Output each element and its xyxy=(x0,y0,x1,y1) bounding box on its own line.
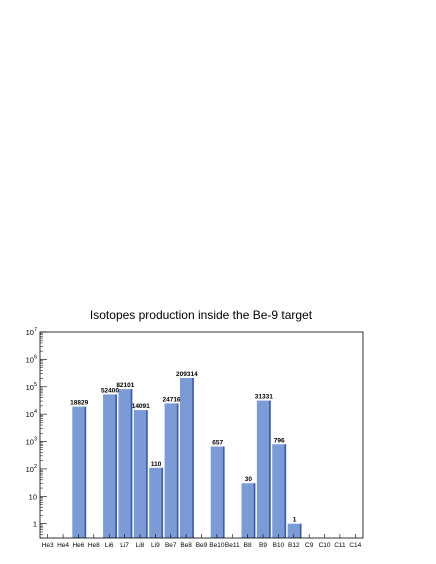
bar-be7 xyxy=(164,403,179,538)
data-label-li6: 52400 xyxy=(101,387,119,394)
bar-edge-be8 xyxy=(192,377,194,538)
bar-li9 xyxy=(149,467,164,538)
bar-he6 xyxy=(72,406,87,538)
x-tick-label-c14: C14 xyxy=(349,542,361,549)
x-tick-label-b8: B8 xyxy=(244,542,252,549)
x-tick-label-he6: He6 xyxy=(72,542,84,549)
y-tick-label: 10 xyxy=(29,492,37,501)
data-label-li8: 14091 xyxy=(132,403,150,410)
bar-edge-li7 xyxy=(130,389,133,538)
x-tick-label-c10: C10 xyxy=(319,542,331,549)
y-tick-label: 1 xyxy=(33,520,37,529)
data-label-b8: 30 xyxy=(245,476,253,483)
x-tick-label-li9: Li9 xyxy=(151,542,160,549)
data-label-li9: 110 xyxy=(151,461,162,468)
bar-li8 xyxy=(133,410,148,538)
bar-edge-li6 xyxy=(115,394,117,538)
x-tick-label-c11: C11 xyxy=(334,542,346,549)
data-label-be7: 24716 xyxy=(162,396,180,403)
bar-edge-be10 xyxy=(222,446,225,538)
x-tick-label-he3: He3 xyxy=(42,542,54,549)
bar-edge-b9 xyxy=(269,400,271,538)
bars-group xyxy=(72,377,302,538)
bar-edge-b8 xyxy=(253,483,256,538)
y-tick-label: 106 xyxy=(26,354,37,364)
data-label-he6: 18829 xyxy=(70,400,88,407)
bar-b8 xyxy=(241,483,256,538)
bar-be10 xyxy=(210,446,225,538)
y-tick-label: 102 xyxy=(26,464,37,474)
x-tick-label-he4: He4 xyxy=(57,542,69,549)
bar-edge-be7 xyxy=(176,403,179,538)
bar-li6 xyxy=(103,394,117,538)
y-tick-label: 104 xyxy=(26,409,37,419)
x-tick-label-c9: C9 xyxy=(305,542,314,549)
data-label-li7: 82101 xyxy=(116,382,134,389)
data-label-be10: 657 xyxy=(212,440,223,447)
plot-frame xyxy=(39,331,364,539)
bar-edge-b12 xyxy=(299,523,302,538)
x-tick-label-be10: Be10 xyxy=(209,542,225,549)
bar-edge-li9 xyxy=(161,467,164,538)
x-tick-label-be11: Be11 xyxy=(225,542,240,549)
x-tick-label-li7: Li7 xyxy=(120,542,129,549)
data-label-b10: 796 xyxy=(274,437,285,444)
bar-b12 xyxy=(287,523,302,538)
x-tick-label-he8: He8 xyxy=(88,542,100,549)
y-tick-label: 105 xyxy=(26,382,37,392)
x-tick-label-b10: B10 xyxy=(273,542,285,549)
bar-b9 xyxy=(256,400,271,538)
x-axis: He3 He4 He6 He8 Li6 Li7 Li8 Li9 Be7 Be8 Be9 Be10 Be1… xyxy=(42,534,362,549)
y-tick-label: 107 xyxy=(26,327,37,337)
bar-edge-li8 xyxy=(146,410,148,538)
y-axis: 1 10 102 103 104 105 106 107 xyxy=(26,327,47,539)
x-tick-label-li6: Li6 xyxy=(105,542,114,549)
data-label-b9: 31331 xyxy=(255,394,273,401)
bar-edge-he6 xyxy=(84,406,87,538)
bar-be8 xyxy=(179,377,194,538)
x-tick-label-be7: Be7 xyxy=(165,542,177,549)
x-tick-label-be9: Be9 xyxy=(196,542,208,549)
bar-b10 xyxy=(272,444,287,538)
bar-edge-b10 xyxy=(284,444,287,538)
bar-li7 xyxy=(118,389,133,538)
y-tick-label: 103 xyxy=(26,437,37,447)
data-label-be8: 209314 xyxy=(176,371,198,378)
x-tick-label-li8: Li8 xyxy=(136,542,145,549)
x-tick-label-b9: B9 xyxy=(259,542,267,549)
data-label-b12: 1 xyxy=(293,517,297,524)
x-tick-label-be8: Be8 xyxy=(180,542,192,549)
chart-title: Isotopes production inside the Be-9 targ… xyxy=(90,308,313,322)
x-tick-label-b12: B12 xyxy=(288,542,300,549)
